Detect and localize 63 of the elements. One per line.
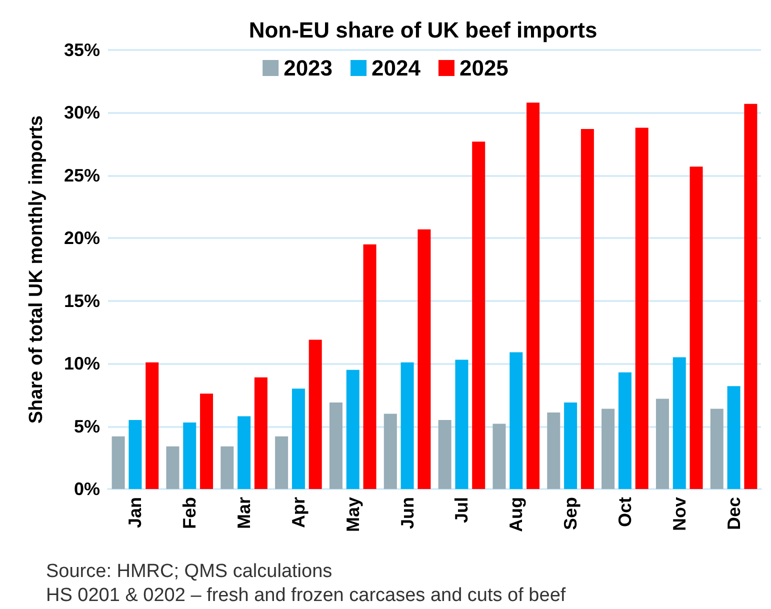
bar	[438, 420, 452, 489]
y-tick-label: 0%	[74, 479, 100, 499]
bar	[418, 229, 431, 489]
y-axis-title: Share of total UK monthly imports	[26, 115, 47, 424]
y-tick-label: 15%	[64, 290, 100, 311]
bar	[727, 386, 740, 489]
bar	[200, 394, 214, 489]
x-tick-label: Jun	[397, 497, 418, 530]
legend-label: 2024	[372, 56, 422, 80]
x-tick-label: Jan	[125, 497, 146, 528]
bar	[238, 416, 251, 489]
y-tick-label: 10%	[64, 354, 100, 374]
source-note: Source: HMRC; QMS calculations	[46, 561, 332, 582]
text: HS 0201 & 0202 – fresh and frozen carcases and cuts of beef	[46, 585, 566, 606]
bar	[400, 362, 414, 489]
bar	[292, 388, 305, 489]
bar	[672, 357, 686, 489]
x-tick-label: Nov	[669, 497, 690, 532]
y-tick-label: 25%	[64, 165, 100, 186]
bar	[580, 129, 594, 489]
bar	[602, 408, 615, 489]
bar	[492, 424, 506, 489]
y-tick-label: 5%	[74, 416, 100, 436]
chart-title: Non-EU share of UK beef imports	[248, 18, 598, 42]
bar	[564, 402, 578, 489]
x-tick-label: May	[342, 497, 363, 532]
bar	[656, 398, 669, 489]
bar	[547, 412, 560, 489]
x-tick-label: Dec	[724, 497, 744, 530]
bar	[384, 414, 397, 489]
bar	[166, 446, 180, 489]
x-tick-label: Apr	[288, 497, 308, 528]
x-tick-label: Jul	[452, 497, 472, 524]
bar	[744, 104, 758, 489]
bar	[220, 446, 234, 489]
bar	[112, 436, 125, 489]
bar	[526, 102, 540, 489]
x-tick-label: Feb	[180, 497, 200, 530]
y-tick-label: 35%	[64, 40, 100, 60]
y-tick-label: 20%	[64, 228, 100, 248]
bar	[690, 166, 703, 489]
bar	[183, 422, 196, 489]
bar	[146, 362, 159, 489]
bar	[635, 128, 648, 489]
bar	[363, 244, 376, 489]
x-tick-label: Oct	[614, 497, 635, 528]
bar	[254, 377, 268, 489]
bar	[128, 420, 142, 489]
bar	[346, 370, 360, 489]
bar	[329, 402, 342, 489]
x-tick-label: Sep	[560, 497, 581, 530]
bar	[710, 408, 724, 489]
bar	[472, 142, 486, 489]
bar	[455, 360, 468, 489]
bar	[275, 436, 288, 489]
bar	[308, 340, 322, 489]
x-tick-label: Mar	[234, 497, 254, 530]
y-tick-label: 30%	[64, 102, 100, 123]
legend-label: 2023	[284, 56, 333, 80]
bar	[618, 372, 632, 489]
x-tick-label: Aug	[506, 497, 526, 532]
legend-label: 2025	[459, 56, 508, 80]
bar	[510, 352, 523, 489]
